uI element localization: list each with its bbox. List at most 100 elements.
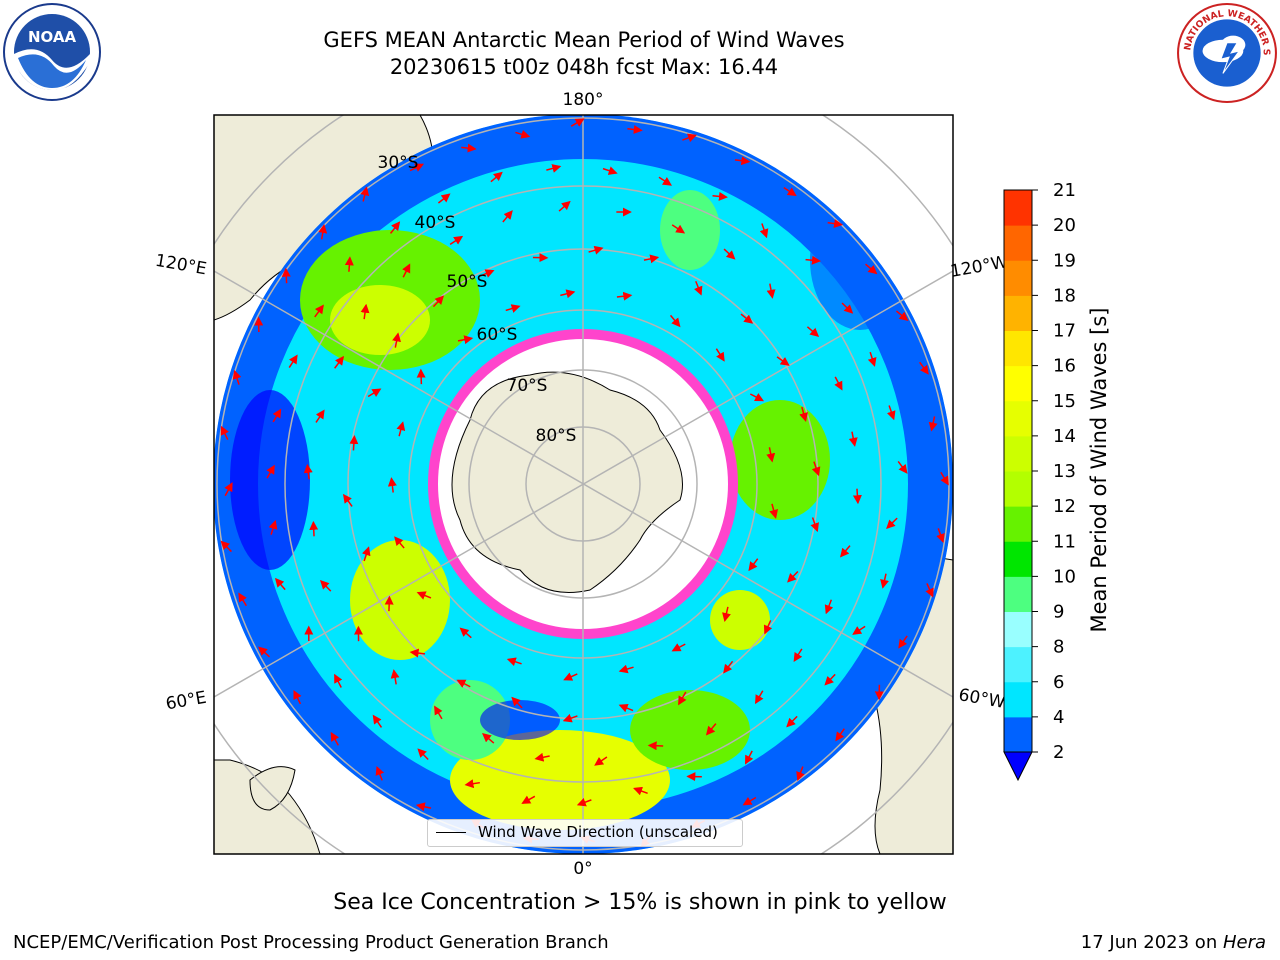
wind-wave-arrow (928, 416, 938, 432)
wind-wave-arrow (618, 703, 634, 713)
wind-wave-arrow (396, 421, 406, 437)
colorbar-segment (1004, 190, 1032, 226)
wind-wave-arrow (811, 461, 821, 477)
wind-wave-arrow (288, 354, 298, 368)
wind-wave-arrow (402, 263, 411, 278)
wind-wave-arrow (793, 648, 803, 662)
wind-wave-arrow (570, 118, 585, 127)
wind-wave-arrow (786, 715, 798, 728)
wind-wave-arrow (880, 573, 889, 589)
colorbar-tick-label: 12 (1053, 496, 1076, 517)
wind-wave-arrow (344, 256, 354, 272)
map-panel (214, 115, 953, 854)
wind-wave-arrow (715, 348, 725, 362)
wind-wave-arrow (633, 786, 648, 796)
wind-wave-arrow (745, 750, 754, 765)
wind-wave-arrow (783, 186, 797, 197)
wind-wave-arrow (898, 635, 908, 649)
noaa-logo-text: NOAA (28, 28, 77, 46)
colorbar-segment (1004, 681, 1032, 718)
wind-wave-arrow (220, 540, 232, 553)
wind-wave-arrow (416, 368, 426, 385)
colorbar-tick-label: 9 (1053, 602, 1064, 623)
wind-wave-arrow (390, 669, 400, 685)
lon-label-60e: 60°E (164, 688, 208, 715)
footer-credit: NCEP/EMC/Verification Post Processing Pr… (13, 932, 609, 953)
antarctica-landmass (451, 371, 683, 593)
wind-wave-arrow (936, 528, 945, 543)
wind-wave-arrow (776, 356, 790, 366)
wind-wave-arrow (281, 267, 291, 284)
wind-wave-arrow (482, 733, 495, 744)
wind-wave-arrow (367, 388, 382, 398)
wind-wave-arrow (334, 673, 343, 688)
wind-wave-arrow (506, 657, 522, 667)
wind-wave-arrow (835, 728, 845, 742)
colorbar-label: Mean Period of Wind Waves [s] (1087, 308, 1111, 633)
wind-wave-arrow (867, 351, 877, 367)
wind-wave-arrow (594, 756, 608, 766)
wind-wave-arrow (360, 186, 370, 202)
wind-wave-arrow (330, 731, 340, 746)
wind-wave-arrow (740, 313, 754, 324)
colorbar-tick-label: 20 (1053, 215, 1076, 236)
wind-wave-arrow (534, 752, 550, 762)
wind-wave-arrow (576, 797, 592, 807)
wind-wave-arrow (588, 245, 604, 255)
wind-wave-arrow (562, 713, 578, 723)
footer-host: Hera (1222, 932, 1266, 953)
colorbar-tick-label: 10 (1053, 566, 1076, 587)
footer-date-text: 17 Jun 2023 on (1080, 932, 1223, 953)
map-legend: Wind Wave Direction (unscaled) (427, 819, 743, 847)
wind-wave-arrow (372, 714, 383, 728)
colorbar-segment (1004, 611, 1032, 648)
wind-wave-arrow (392, 332, 401, 348)
colorbar-segment (1004, 435, 1032, 472)
wind-wave-arrow (658, 176, 672, 186)
wind-wave-arrow (678, 691, 687, 706)
colorbar-segment (1004, 260, 1032, 296)
wind-wave-arrow (852, 625, 866, 635)
wind-wave-arrow (360, 303, 370, 320)
wind-wave-arrow (434, 705, 443, 720)
wind-wave-arrow (315, 409, 325, 423)
colorbar-tick-label: 19 (1053, 250, 1076, 271)
colorbar-segment (1004, 716, 1032, 753)
wind-wave-arrow (694, 280, 703, 296)
wind-wave-arrow (806, 326, 820, 337)
lon-label-0: 0° (573, 859, 592, 879)
wind-wave-arrow (712, 191, 728, 201)
colorbar-tick-label: 18 (1053, 285, 1076, 306)
wind-wave-arrow (618, 664, 634, 674)
colorbar-segment (1004, 295, 1032, 331)
wind-wave-arrow (309, 520, 319, 537)
wind-wave-arrow (318, 224, 328, 240)
wind-wave-arrow (511, 696, 523, 709)
lat-label-30s: 30°S (378, 153, 419, 173)
wind-wave-arrow (919, 361, 929, 375)
wind-wave-arrow (805, 255, 821, 265)
lon-label-60w: 60°W (957, 685, 1007, 713)
colorbar-underflow-arrow (1003, 751, 1033, 782)
wind-wave-arrow (755, 690, 764, 705)
wind-wave-arrow (748, 558, 759, 572)
colorbar-tick-label: 8 (1053, 637, 1064, 658)
wind-wave-arrow (449, 235, 464, 246)
wind-wave-arrow (766, 283, 776, 299)
graticule (214, 115, 953, 854)
wind-wave-arrow (437, 193, 451, 204)
wind-wave-arrow (342, 493, 353, 507)
wind-wave-arrow (220, 425, 229, 440)
colorbar-tick-label: 11 (1053, 531, 1076, 552)
wind-wave-arrow (799, 406, 808, 422)
wind-wave-arrow (224, 482, 233, 497)
wind-wave-arrow (521, 795, 536, 804)
wind-wave-arrow (459, 627, 472, 639)
wind-wave-arrow (456, 679, 471, 688)
wind-wave-arrow (643, 254, 660, 264)
wind-wave-arrow (546, 164, 562, 173)
wind-wave-arrow (839, 545, 851, 558)
wind-wave-arrow (409, 163, 425, 172)
wind-wave-arrow (558, 200, 571, 212)
lat-label-70s: 70°S (507, 376, 548, 396)
